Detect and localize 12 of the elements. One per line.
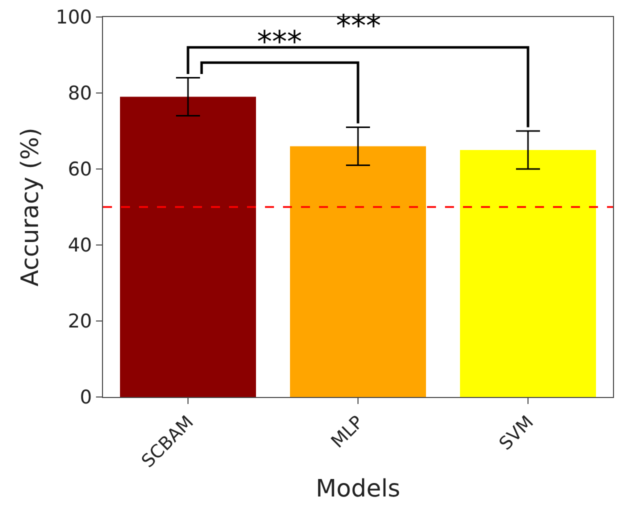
annotation: *** bbox=[257, 25, 302, 60]
bar bbox=[460, 150, 596, 397]
bar bbox=[290, 146, 426, 397]
y-tick-label: 60 bbox=[68, 158, 92, 181]
y-tick-label: 0 bbox=[80, 386, 92, 409]
y-tick-label: 100 bbox=[56, 6, 92, 29]
y-tick-label: 80 bbox=[68, 82, 92, 105]
y-tick-label: 40 bbox=[68, 234, 92, 257]
x-axis-title: Models bbox=[316, 474, 400, 502]
annotation: *** bbox=[336, 9, 381, 44]
y-axis-title: Accuracy (%) bbox=[16, 128, 44, 286]
y-tick-label: 20 bbox=[68, 310, 92, 333]
